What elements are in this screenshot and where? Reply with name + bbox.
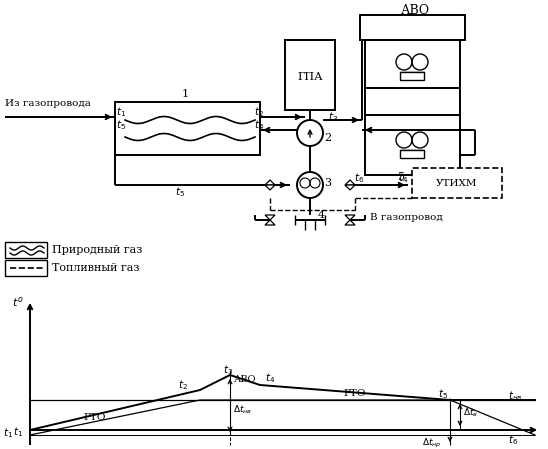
Text: $t^o$: $t^o$	[12, 295, 24, 309]
Text: $t_4$: $t_4$	[254, 118, 264, 132]
Text: $t_2$: $t_2$	[254, 105, 264, 119]
Bar	[412, 168, 502, 198]
Bar	[365, 88, 460, 115]
Polygon shape	[345, 185, 355, 190]
Text: 1: 1	[181, 89, 189, 99]
Text: $\Delta t_в$: $\Delta t_в$	[463, 407, 478, 419]
Polygon shape	[265, 215, 275, 220]
Polygon shape	[265, 220, 275, 225]
Polygon shape	[265, 180, 275, 185]
Text: РТО: РТО	[344, 388, 366, 397]
Text: $t_6$: $t_6$	[354, 171, 364, 185]
Text: 5: 5	[398, 172, 405, 182]
Text: $t_4$: $t_4$	[398, 171, 408, 185]
Bar	[115, 102, 260, 155]
Bar	[360, 15, 465, 40]
Text: $t_1$: $t_1$	[3, 426, 13, 440]
Bar	[5, 260, 47, 276]
Circle shape	[297, 120, 323, 146]
Text: УТИХМ: УТИХМ	[436, 179, 478, 188]
Text: $t_2$: $t_2$	[178, 378, 188, 392]
Bar	[365, 15, 460, 175]
Text: $\Delta t_{нв}$: $\Delta t_{нв}$	[233, 404, 252, 416]
Text: ГПА: ГПА	[297, 72, 323, 82]
Text: $t_4$: $t_4$	[265, 371, 275, 385]
Text: Из газопровода: Из газопровода	[5, 98, 91, 107]
Text: 4: 4	[318, 210, 325, 220]
Polygon shape	[345, 220, 355, 225]
Text: 2: 2	[324, 133, 331, 143]
Circle shape	[297, 172, 323, 198]
Text: $\Delta t_{нр}$: $\Delta t_{нр}$	[422, 436, 442, 449]
Text: АВО: АВО	[401, 4, 430, 17]
Text: Топливный газ: Топливный газ	[52, 263, 139, 273]
Polygon shape	[345, 180, 355, 185]
Bar	[285, 40, 335, 110]
Text: $t_1$: $t_1$	[116, 105, 126, 119]
Text: АВО: АВО	[234, 374, 256, 383]
Polygon shape	[345, 215, 355, 220]
Text: $t_6$: $t_6$	[508, 433, 518, 447]
Text: $t_3$: $t_3$	[328, 110, 338, 124]
Text: 3: 3	[324, 178, 331, 188]
Text: В газопровод: В газопровод	[370, 214, 443, 223]
Text: $t_{нв}$: $t_{нв}$	[508, 389, 523, 403]
Text: $t_5$: $t_5$	[438, 387, 448, 401]
Bar	[400, 72, 424, 80]
Text: $t_5$: $t_5$	[175, 185, 185, 199]
Text: $t_5$: $t_5$	[116, 118, 126, 132]
Polygon shape	[265, 185, 275, 190]
Text: $t_3$: $t_3$	[223, 363, 233, 377]
Bar	[5, 242, 47, 258]
Text: $t_1$: $t_1$	[13, 425, 23, 439]
Text: Природный газ: Природный газ	[52, 245, 142, 255]
Text: РТО: РТО	[84, 414, 106, 423]
Bar	[400, 150, 424, 158]
